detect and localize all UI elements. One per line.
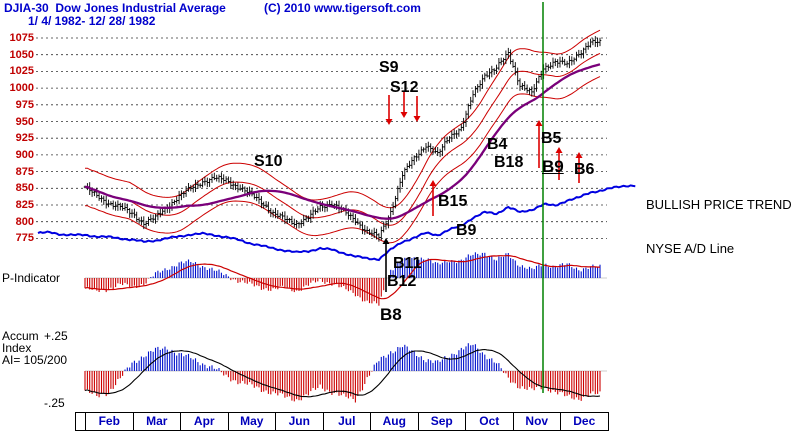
month-label-sep: Sep — [417, 413, 466, 430]
signal-arrows — [382, 92, 583, 292]
month-label-jul: Jul — [322, 413, 371, 430]
accum-minus-label: -.25 — [44, 396, 65, 410]
price-axis-label: 975 — [15, 99, 34, 111]
accum-label-line2: Index — [2, 341, 32, 355]
month-axis: Feb Mar Apr May Jun Jul Aug Sep Oct Nov Dec — [75, 412, 609, 431]
price-axis-label: 775 — [15, 232, 34, 244]
price-axis-label: 875 — [15, 166, 34, 178]
price-axis-label: 950 — [15, 116, 34, 128]
month-label-dec: Dec — [560, 413, 608, 430]
month-label-oct: Oct — [465, 413, 513, 430]
date-range: 1/ 4/ 1982- 12/ 28/ 1982 — [28, 14, 156, 28]
ma-band-lines — [84, 29, 601, 244]
accum-label-line1: Accum — [2, 329, 39, 343]
month-label-mar: Mar — [132, 413, 181, 430]
price-axis-label: 925 — [15, 132, 34, 144]
price-axis-label: 800 — [15, 216, 34, 228]
accum-ai-ratio: AI= 105/200 — [2, 353, 68, 367]
nyse-ad-line — [37, 184, 636, 262]
price-axis-label: 1025 — [9, 65, 34, 77]
month-label-may: May — [227, 413, 276, 430]
price-axis-label: 850 — [15, 182, 34, 194]
accum-index-histogram — [84, 343, 601, 403]
slow-ma-line — [84, 63, 601, 220]
price-axis-label: 1050 — [9, 49, 34, 61]
month-cell-lead — [75, 413, 85, 430]
chart-title: DJIA-30 Dow Jones Industrial Average — [4, 1, 226, 15]
price-axis-label: 1000 — [9, 82, 34, 94]
month-label-jun: Jun — [275, 413, 323, 430]
month-label-apr: Apr — [180, 413, 228, 430]
copyright-text: (C) 2010 www.tigersoft.com — [264, 1, 421, 15]
price-axis-label: 825 — [15, 199, 34, 211]
price-axis-label: 900 — [15, 149, 34, 161]
price-candles — [83, 36, 602, 242]
panel-zero-lines — [85, 277, 607, 372]
p-indicator-histogram — [84, 252, 601, 306]
p-indicator-label: P-Indicator — [2, 271, 61, 285]
price-gridlines — [36, 37, 607, 239]
price-axis-label: 1075 — [9, 32, 34, 44]
month-label-aug: Aug — [370, 413, 418, 430]
accum-plus-label: +.25 — [44, 329, 68, 343]
month-label-nov: Nov — [512, 413, 561, 430]
bullish-trend-label: BULLISH PRICE TREND — [646, 197, 792, 212]
ad-line-label: NYSE A/D Line — [646, 241, 735, 256]
month-label-feb: Feb — [85, 413, 133, 430]
